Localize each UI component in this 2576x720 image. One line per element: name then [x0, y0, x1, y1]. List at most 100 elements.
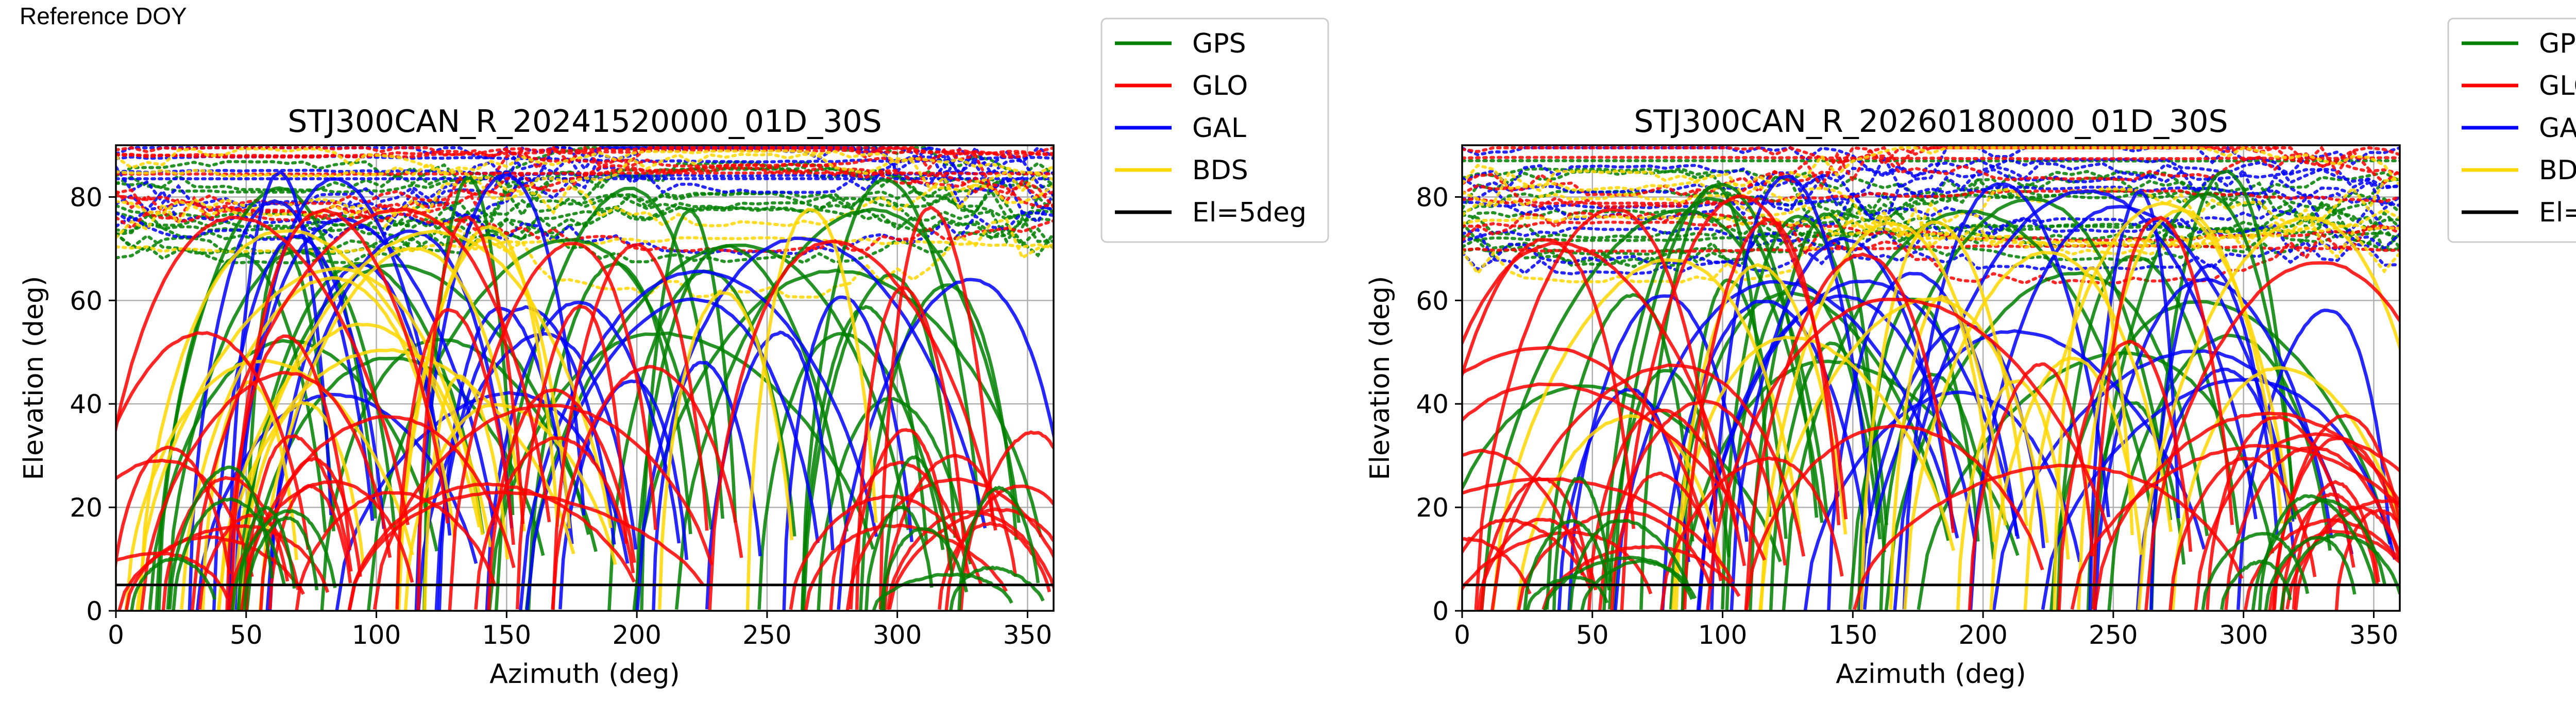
track-ffd700 — [1956, 379, 2070, 610]
x-tick-label: 50 — [230, 620, 263, 650]
track-ffd700 — [116, 197, 1054, 299]
track-ff0000 — [1462, 346, 1713, 554]
track-008000 — [1721, 214, 1888, 610]
track-008000 — [2201, 532, 2310, 610]
track-ff0000 — [229, 208, 450, 611]
track-ff0000 — [116, 551, 229, 599]
x-tick-label: 300 — [873, 620, 922, 650]
track-ff0000 — [198, 513, 300, 610]
chart-panel-2: 0 50 100 150 200 250 300 350 0 20 40 60 80 STJ300CAN_… — [1365, 104, 2401, 690]
track-008000 — [1543, 555, 1697, 611]
x-axis-label: Azimuth (deg) — [1836, 659, 2026, 690]
track-ff0000 — [161, 476, 290, 611]
y-axis-label: Elevation (deg) — [19, 276, 49, 481]
satellite-tracks — [1462, 145, 2400, 611]
track-008000 — [157, 253, 327, 610]
track-ffd700 — [238, 400, 365, 610]
track-ff0000 — [116, 208, 1054, 253]
track-ff0000 — [515, 304, 628, 610]
track-008000 — [1769, 341, 1886, 610]
track-ffd700 — [2137, 216, 2400, 610]
track-008000 — [640, 209, 737, 610]
x-tick-label: 150 — [482, 620, 531, 650]
track-ffd700 — [2171, 366, 2400, 611]
x-tick-label: 0 — [1454, 620, 1470, 650]
track-ff0000 — [551, 243, 709, 610]
track-ff0000 — [1480, 476, 1591, 611]
track-008000 — [230, 509, 337, 611]
y-axis-label: Elevation (deg) — [1365, 276, 1396, 481]
track-ffd700 — [116, 149, 1054, 178]
track-ff0000 — [1968, 362, 2094, 611]
legend-label: El=5deg — [1192, 197, 1307, 228]
track-008000 — [524, 243, 910, 610]
track-ffd700 — [258, 247, 526, 610]
track-ffd700 — [124, 359, 414, 611]
track-ff0000 — [1462, 382, 1766, 561]
x-tick-label: 100 — [1698, 620, 1747, 650]
track-ffd700 — [1989, 356, 2143, 611]
track-0000ff — [2236, 308, 2392, 610]
track-ff0000 — [1462, 156, 2400, 161]
track-ffd700 — [1491, 258, 1802, 610]
y-tick-label: 40 — [70, 389, 103, 419]
track-008000 — [2264, 535, 2357, 611]
track-ff0000 — [1587, 408, 1747, 611]
track-008000 — [237, 506, 296, 611]
y-tick-label: 0 — [86, 596, 103, 626]
track-008000 — [674, 207, 1021, 610]
track-ff0000 — [1462, 449, 1584, 576]
legend-label: GPS — [1192, 28, 1246, 59]
y-tick-label: 40 — [1416, 389, 1449, 419]
y-tick-label: 80 — [70, 182, 103, 212]
track-ff0000 — [959, 430, 1054, 611]
track-008000 — [2251, 498, 2387, 611]
track-008000 — [116, 192, 1054, 255]
track-0000ff — [233, 177, 449, 610]
track-ff0000 — [938, 521, 1052, 610]
legend-label: BDS — [2539, 155, 2576, 186]
track-008000 — [1884, 271, 2209, 610]
track-ffd700 — [1889, 294, 1996, 610]
track-0000ff — [265, 229, 514, 610]
track-0000ff — [2093, 277, 2333, 611]
track-ff0000 — [849, 428, 952, 610]
track-008000 — [245, 356, 545, 610]
track-ffd700 — [116, 236, 1054, 253]
track-ff0000 — [551, 365, 743, 610]
x-tick-label: 150 — [1828, 620, 1877, 650]
legend-box — [1100, 18, 1329, 243]
track-ffd700 — [116, 152, 1054, 217]
track-0000ff — [782, 295, 914, 611]
track-ff0000 — [244, 434, 353, 611]
legend-label: GLO — [2539, 71, 2576, 101]
track-ff0000 — [1683, 218, 1841, 610]
track-ffd700 — [138, 229, 481, 611]
track-ff0000 — [1517, 509, 1713, 610]
track-0000ff — [2088, 190, 2180, 610]
track-0000ff — [525, 297, 820, 611]
track-ff0000 — [295, 491, 497, 611]
track-ff0000 — [116, 171, 1054, 176]
track-ffd700 — [180, 276, 456, 610]
track-ff0000 — [1706, 297, 2113, 610]
track-ff0000 — [1659, 456, 1844, 611]
track-ff0000 — [1477, 518, 1598, 610]
legend-label: GAL — [2539, 113, 2576, 144]
plot-frame — [1461, 144, 2401, 612]
track-0000ff — [1902, 182, 2111, 610]
track-ffd700 — [1758, 297, 2049, 611]
track-008000 — [1462, 225, 2400, 243]
track-008000 — [240, 262, 485, 611]
chart-title: STJ300CAN_R_20241520000_01D_30S — [287, 104, 882, 140]
track-008000 — [2149, 169, 2295, 610]
track-ff0000 — [116, 148, 1054, 159]
track-ff0000 — [1462, 518, 1593, 592]
track-ff0000 — [116, 445, 231, 575]
legend-label: BDS — [1192, 155, 1248, 186]
x-tick-label: 250 — [742, 620, 791, 650]
track-ffd700 — [1859, 220, 2028, 611]
track-ff0000 — [347, 482, 636, 610]
track-0000ff — [1696, 279, 2020, 611]
